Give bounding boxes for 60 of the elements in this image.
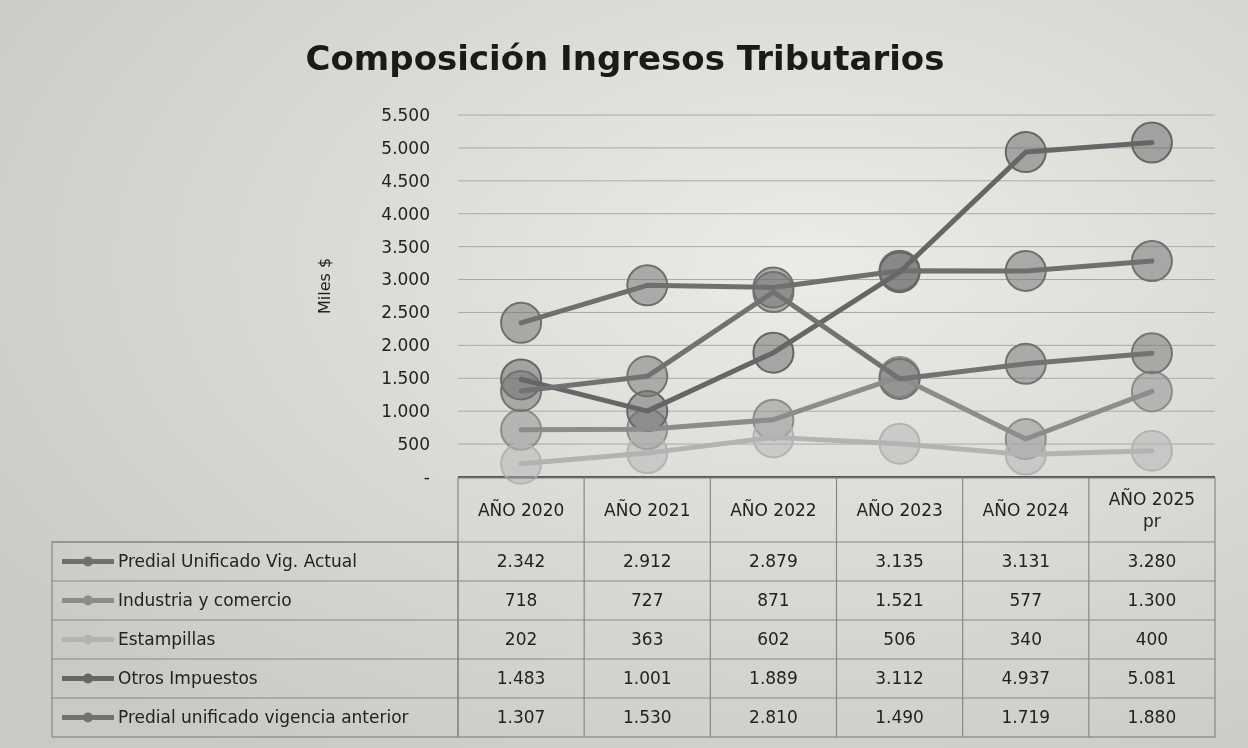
legend-label: Otros Impuestos [118, 668, 258, 689]
y-tick-label: 2.000 [381, 335, 430, 356]
point [1130, 240, 1173, 283]
data-label: 1.300 [1127, 590, 1177, 611]
data-label: 1.001 [622, 668, 672, 689]
data-label: 727 [631, 590, 664, 611]
data-label: 3.280 [1127, 551, 1177, 572]
x-tick-label: AÑO 2023 [856, 498, 943, 520]
data-label: 3.112 [875, 668, 924, 689]
data-label: 202 [504, 629, 538, 650]
data-label: 363 [631, 629, 664, 650]
y-tick-label: 1.500 [381, 368, 430, 389]
x-tick-label: AÑO 2021 [604, 498, 691, 520]
point [1130, 121, 1173, 164]
data-label: 3.135 [875, 551, 924, 572]
y-tick-label: 4.500 [381, 170, 430, 191]
data-label: 577 [1009, 590, 1042, 611]
y-tick-label: 5.500 [381, 104, 430, 125]
data-label: 1.880 [1127, 707, 1177, 728]
y-tick-label: 2.500 [381, 302, 430, 323]
y-tick-label: 500 [397, 434, 430, 455]
chart-title: Composición Ingresos Tributarios [305, 38, 945, 78]
data-label: 1.307 [496, 707, 546, 728]
data-label: 2.912 [622, 551, 672, 572]
data-label: 718 [504, 590, 538, 611]
data-label: 602 [757, 629, 790, 650]
point [1130, 429, 1173, 472]
y-tick-label: 5.000 [381, 137, 430, 158]
point [500, 301, 543, 344]
data-label: 506 [883, 629, 916, 650]
data-label: 3.131 [1001, 551, 1051, 572]
data-label: 340 [1009, 629, 1042, 650]
data-label: 1.889 [749, 668, 798, 689]
data-label: 1.719 [1001, 707, 1051, 728]
legend-label: Industria y comercio [118, 590, 292, 611]
x-tick-label: AÑO 2020 [477, 498, 565, 520]
data-label: 871 [757, 590, 790, 611]
data-label: 2.810 [749, 707, 798, 728]
y-tick-label: 4.000 [381, 203, 430, 224]
data-label: 1.490 [875, 707, 924, 728]
data-label: 5.081 [1127, 668, 1177, 689]
x-tick-label: AÑO 2022 [730, 498, 817, 520]
data-label: 1.483 [496, 668, 546, 689]
legend-label: Predial Unificado Vig. Actual [118, 551, 357, 572]
x-tick-label: AÑO 2024 [982, 498, 1069, 520]
legend-label: Predial unificado vigencia anterior [118, 707, 409, 728]
point [1130, 332, 1173, 375]
data-label: 400 [1135, 629, 1169, 650]
data-label: 1.521 [875, 590, 924, 611]
y-axis-title: Miles $ [315, 257, 334, 315]
y-tick-label: 1.000 [381, 401, 430, 422]
y-tick-label: 3.000 [381, 269, 430, 290]
data-label: 2.879 [749, 551, 798, 572]
data-label: 1.530 [622, 707, 672, 728]
x-tick-label: AÑO 2025 pr [1108, 487, 1196, 531]
data-label: 4.937 [1001, 668, 1051, 689]
legend-label: Estampillas [118, 629, 216, 650]
y-tick-label: - [423, 466, 430, 487]
y-tick-label: 3.500 [381, 236, 430, 257]
data-label: 2.342 [496, 551, 546, 572]
